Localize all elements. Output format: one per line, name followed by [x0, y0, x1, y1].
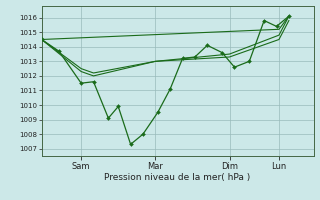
- X-axis label: Pression niveau de la mer( hPa ): Pression niveau de la mer( hPa ): [104, 173, 251, 182]
